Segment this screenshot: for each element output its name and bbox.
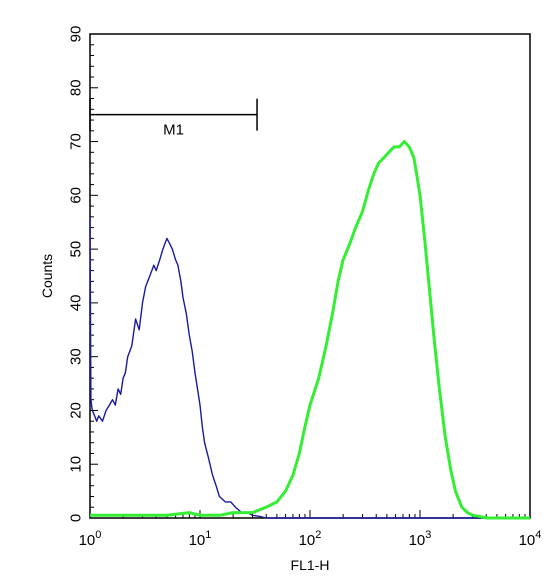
x-axis-ticks: 100 101 102 103 104 xyxy=(79,510,542,549)
y-tick-label: 20 xyxy=(67,402,84,419)
y-tick-label: 70 xyxy=(67,133,84,150)
y-axis-title: Counts xyxy=(39,254,55,298)
series-1-line xyxy=(89,216,530,519)
y-tick-label: 10 xyxy=(67,456,84,473)
x-tick-label: 102 xyxy=(299,529,322,549)
plot-frame xyxy=(89,33,531,519)
x-axis-title: FL1-H xyxy=(291,557,330,573)
series-2-line xyxy=(90,140,530,520)
y-axis-ticks: 0 10 20 30 40 50 60 70 80 90 xyxy=(67,26,98,522)
x-tick-label: 103 xyxy=(409,529,432,549)
y-tick-label: 50 xyxy=(67,241,84,258)
x-tick-label: 100 xyxy=(79,529,102,549)
marker-m1-label: M1 xyxy=(163,122,184,139)
y-tick-label: 0 xyxy=(67,514,84,522)
y-tick-label: 90 xyxy=(67,26,84,43)
y-tick-label: 40 xyxy=(67,295,84,312)
x-tick-label: 104 xyxy=(519,529,542,549)
y-tick-label: 60 xyxy=(67,187,84,204)
marker-m1: M1 xyxy=(89,98,258,139)
y-tick-label: 80 xyxy=(67,79,84,96)
y-tick-label: 30 xyxy=(67,348,84,365)
series-layer xyxy=(89,140,530,520)
x-tick-label: 101 xyxy=(189,529,212,549)
